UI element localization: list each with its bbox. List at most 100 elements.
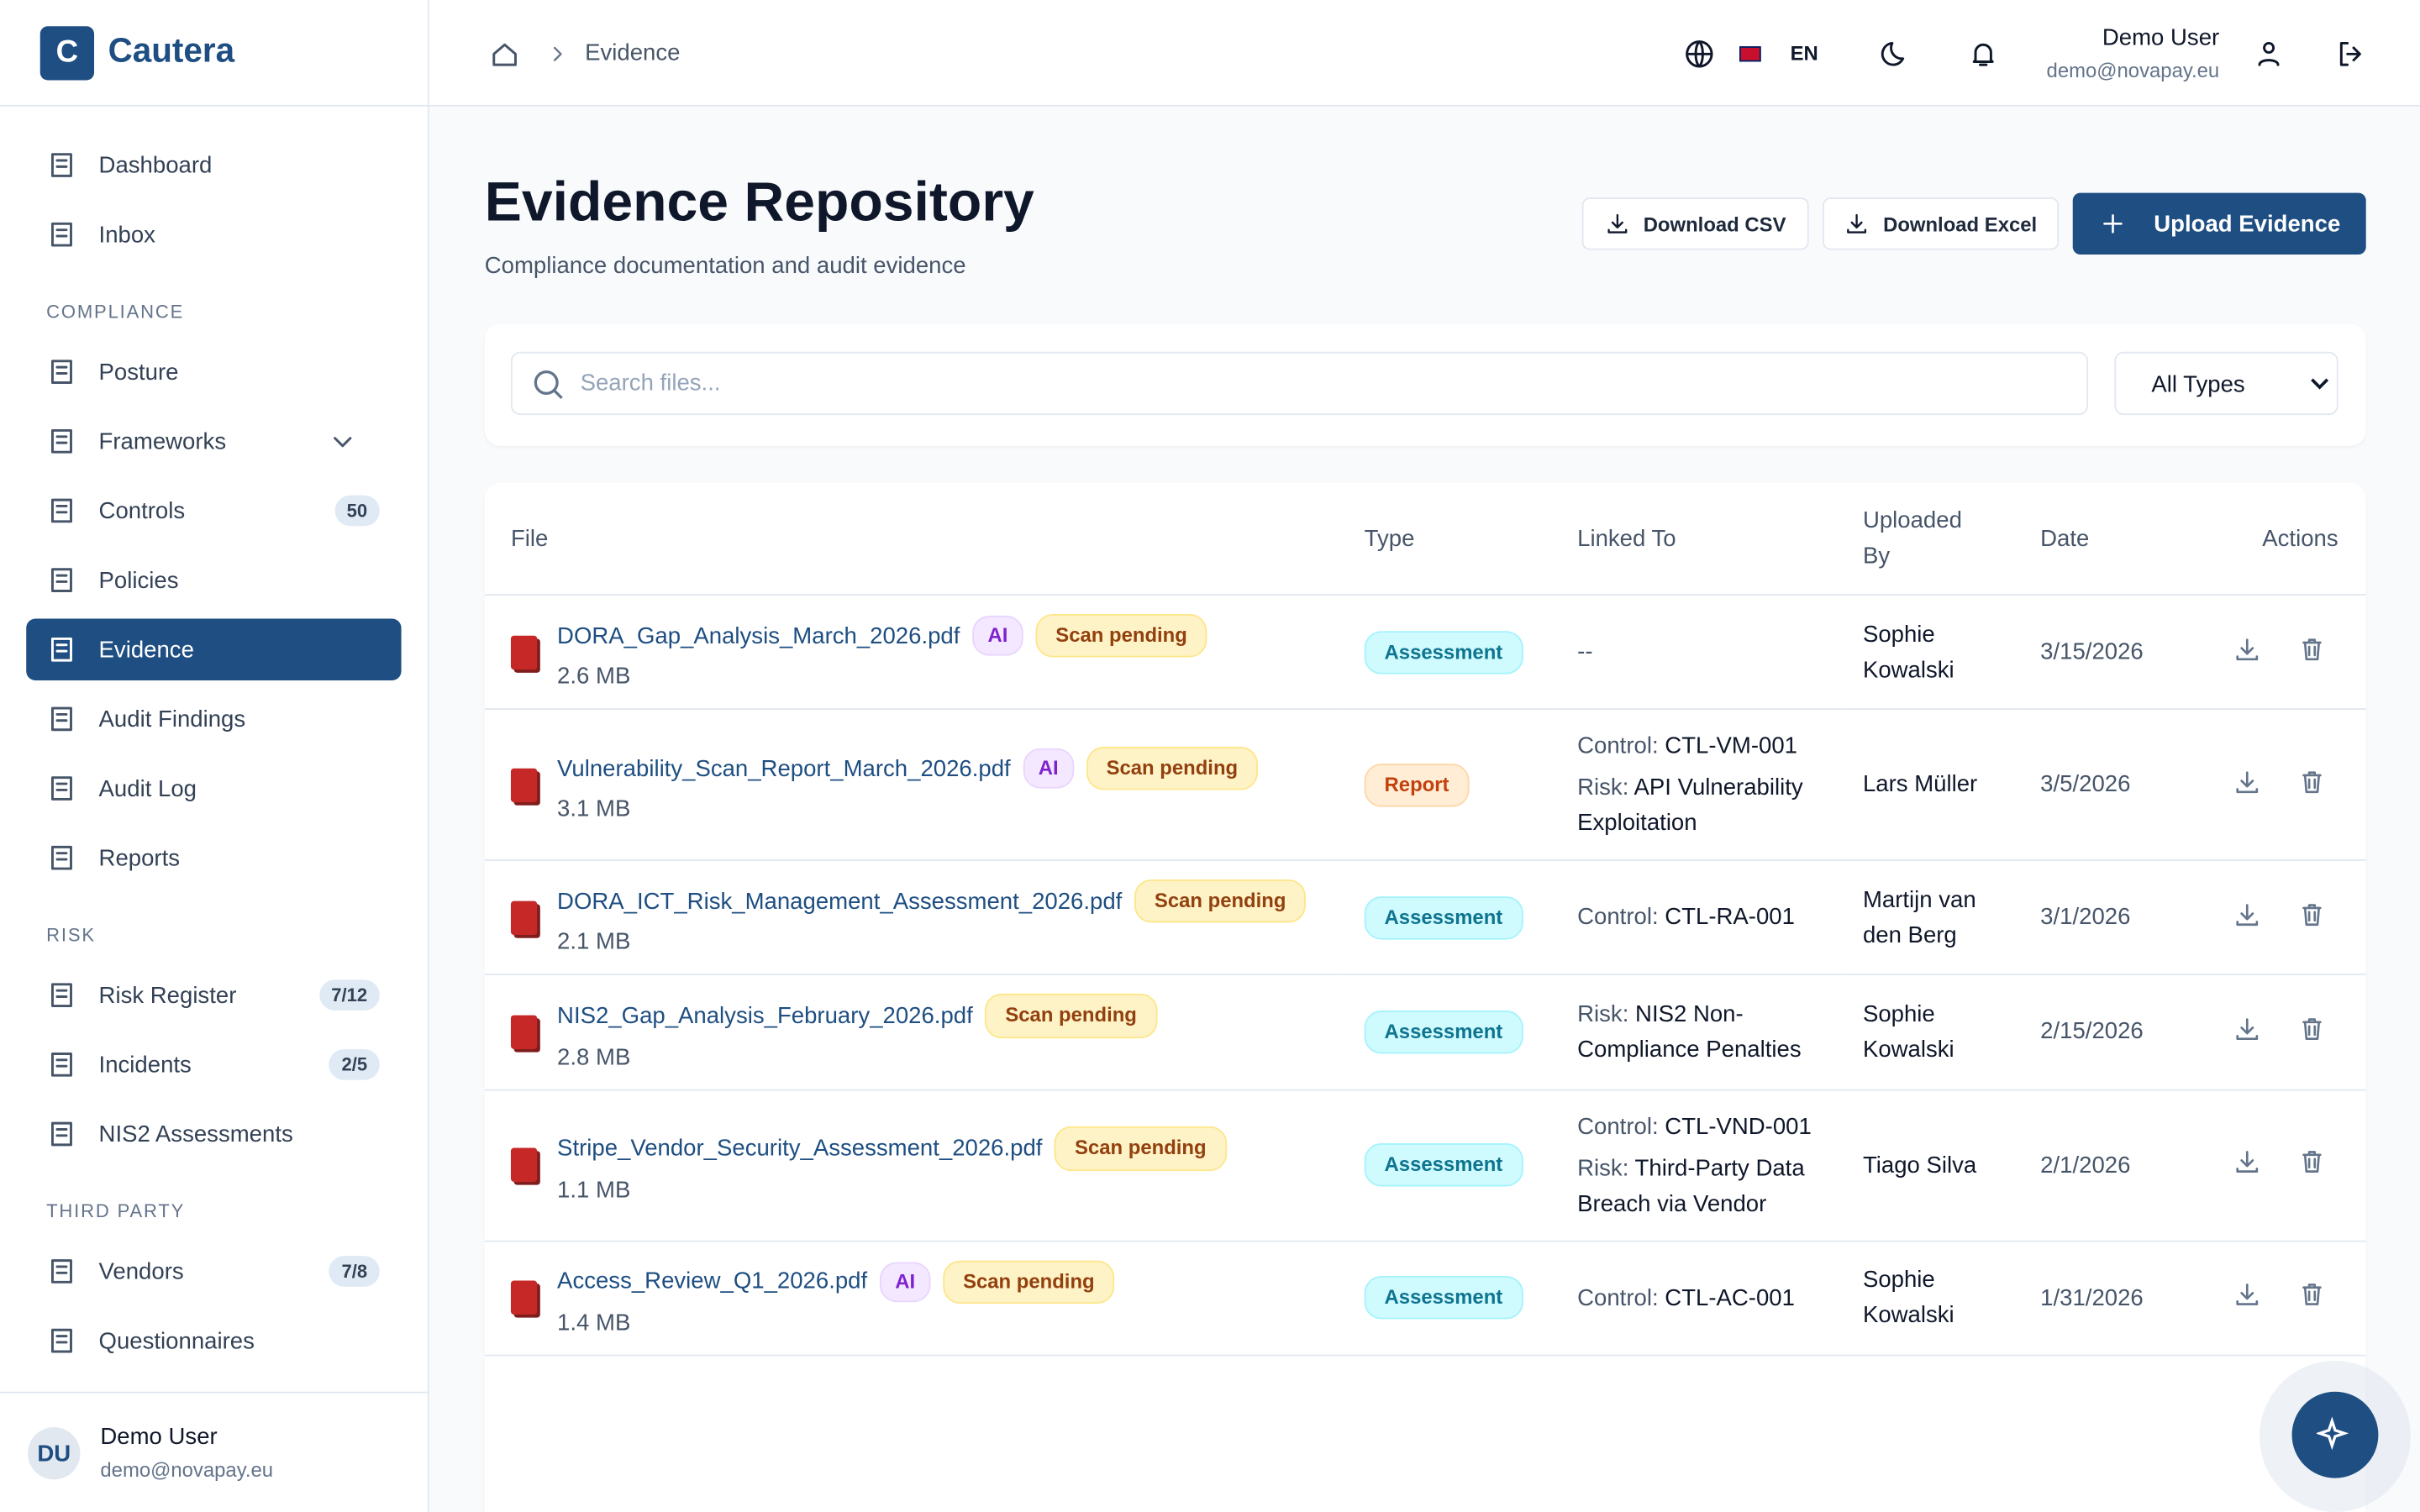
nav-badge: 7/12 — [318, 979, 380, 1011]
search-input[interactable]: Search files... — [510, 351, 2089, 416]
delete-action[interactable] — [2298, 1284, 2326, 1315]
user-name: Demo User — [100, 1424, 218, 1451]
action-button[interactable]: Upload Evidence — [2072, 192, 2366, 255]
search-icon — [534, 370, 563, 400]
icon — [50, 568, 72, 592]
type-cell: Assessment — [1339, 595, 1556, 711]
nav-item[interactable]: Controls 50 — [26, 480, 401, 541]
icon — [334, 437, 352, 448]
nav-item[interactable]: Reports — [26, 827, 401, 888]
icon — [2302, 1151, 2322, 1173]
icon — [2302, 638, 2322, 660]
type-filter[interactable]: All Types — [2114, 351, 2338, 416]
nav-label: Frameworks — [98, 428, 227, 454]
linked-label: Risk: — [1577, 774, 1629, 801]
nav-item[interactable]: Policies — [26, 549, 401, 611]
nav-section-title: COMPLIANCE — [46, 301, 185, 323]
nav-item[interactable]: Frameworks — [26, 411, 401, 472]
home-icon[interactable] — [489, 39, 520, 77]
nav-item[interactable]: Inbox — [26, 203, 401, 265]
delete-action[interactable] — [2298, 1151, 2326, 1182]
file-name[interactable]: Access_Review_Q1_2026.pdf — [557, 1268, 868, 1295]
ai-badge: AI — [879, 1261, 931, 1302]
nav-item[interactable]: Dashboard — [26, 134, 401, 196]
nav-section-title: THIRD PARTY — [46, 1200, 186, 1222]
file-name[interactable]: NIS2_Gap_Analysis_February_2026.pdf — [557, 1002, 973, 1030]
delete-action[interactable] — [2298, 1018, 2326, 1049]
file-size: 2.6 MB — [557, 664, 631, 690]
logout-icon[interactable] — [2335, 39, 2366, 77]
flag[interactable] — [1739, 46, 1761, 62]
file-line: DORA_Gap_Analysis_March_2026.pdf AI Scan p… — [557, 614, 1207, 658]
file-line: Vulnerability_Scan_Report_March_2026.pdf… — [557, 747, 1258, 790]
ai-badge: AI — [972, 615, 1023, 656]
linked-value: CTL-AC-001 — [1665, 1284, 1795, 1311]
download-action[interactable] — [2233, 770, 2261, 801]
icon — [2302, 770, 2322, 793]
file-icon — [510, 900, 538, 935]
linked-item: Control: CTL-VND-001 — [1577, 1109, 1819, 1144]
delete-action[interactable] — [2298, 638, 2326, 669]
expand-icon — [327, 426, 379, 457]
button-label: Download CSV — [1643, 212, 1786, 236]
theme-icon[interactable] — [1880, 39, 1911, 77]
icon-shape — [2339, 41, 2361, 66]
type-cell: Assessment — [1339, 860, 1556, 976]
nav-item[interactable]: Audit Log — [26, 758, 401, 819]
linked-item: Risk: NIS2 Non-Compliance Penalties — [1577, 996, 1819, 1067]
icon — [553, 46, 562, 61]
delete-action[interactable] — [2298, 903, 2326, 934]
download-action[interactable] — [2233, 638, 2261, 669]
logo[interactable]: C — [39, 26, 95, 81]
nav-label: Reports — [98, 844, 181, 871]
linked-label: Control: — [1577, 1284, 1659, 1311]
download-action[interactable] — [2233, 1151, 2261, 1182]
nav-item[interactable]: Risk Register 7/12 — [26, 964, 401, 1026]
icon — [50, 1053, 72, 1077]
ai-assistant-button[interactable] — [2291, 1391, 2379, 1478]
nav-badge: 50 — [334, 495, 380, 527]
actions — [2207, 1240, 2366, 1357]
file-name[interactable]: Vulnerability_Scan_Report_March_2026.pdf — [557, 755, 1011, 782]
icon-shape — [2236, 903, 2259, 926]
file-name[interactable]: Stripe_Vendor_Security_Assessment_2026.p… — [557, 1135, 1043, 1163]
icon-shape — [2258, 41, 2280, 66]
brand-name[interactable]: Cautera — [108, 30, 235, 70]
type-badge: Assessment — [1364, 895, 1523, 940]
icon — [50, 983, 72, 1008]
file-line: DORA_ICT_Risk_Management_Assessment_2026… — [557, 879, 1307, 924]
nav-item[interactable]: Posture — [26, 341, 401, 402]
icon — [1847, 213, 1867, 234]
avatar[interactable]: DU — [28, 1426, 81, 1480]
nav-item[interactable]: NIS2 Assessments — [26, 1103, 401, 1164]
file-cell: Access_Review_Q1_2026.pdf AI Scan pending 1… — [484, 1240, 1340, 1357]
nav-item[interactable]: Audit Findings — [26, 688, 401, 749]
language[interactable]: EN — [1790, 41, 1818, 66]
icon — [50, 637, 72, 662]
action-button[interactable]: Download Excel — [1823, 197, 2060, 250]
nav-item[interactable]: Vendors 7/8 — [26, 1241, 401, 1302]
linked-empty: -- — [1577, 638, 1593, 665]
uploaded-by: Sophie Kowalski — [1841, 595, 2019, 711]
date: 2/1/2026 — [2018, 1089, 2207, 1242]
download-action[interactable] — [2233, 903, 2261, 934]
icon-shape — [2236, 1151, 2259, 1173]
download-action[interactable] — [2233, 1284, 2261, 1315]
nav-item[interactable]: Incidents 2/5 — [26, 1034, 401, 1095]
icon — [50, 153, 72, 177]
icon — [1607, 213, 1627, 234]
download-action[interactable] — [2233, 1018, 2261, 1049]
icon — [2102, 214, 2122, 234]
delete-action[interactable] — [2298, 770, 2326, 801]
sparkle-icon — [2316, 1416, 2349, 1451]
nav-item[interactable]: Evidence — [26, 618, 402, 681]
scan-badge: Scan pending — [1035, 614, 1207, 658]
globe-icon[interactable] — [1684, 39, 1715, 77]
action-button[interactable]: Download CSV — [1581, 197, 1809, 250]
file-name[interactable]: DORA_ICT_Risk_Management_Assessment_2026… — [557, 888, 1123, 915]
profile-icon[interactable] — [2254, 39, 2285, 77]
file-name[interactable]: DORA_Gap_Analysis_March_2026.pdf — [557, 622, 960, 649]
table-card: File Type Linked To Uploaded By Date Actions … — [484, 482, 2366, 1512]
bell-icon[interactable] — [1968, 39, 1999, 77]
nav-item[interactable]: Questionnaires — [26, 1310, 401, 1371]
